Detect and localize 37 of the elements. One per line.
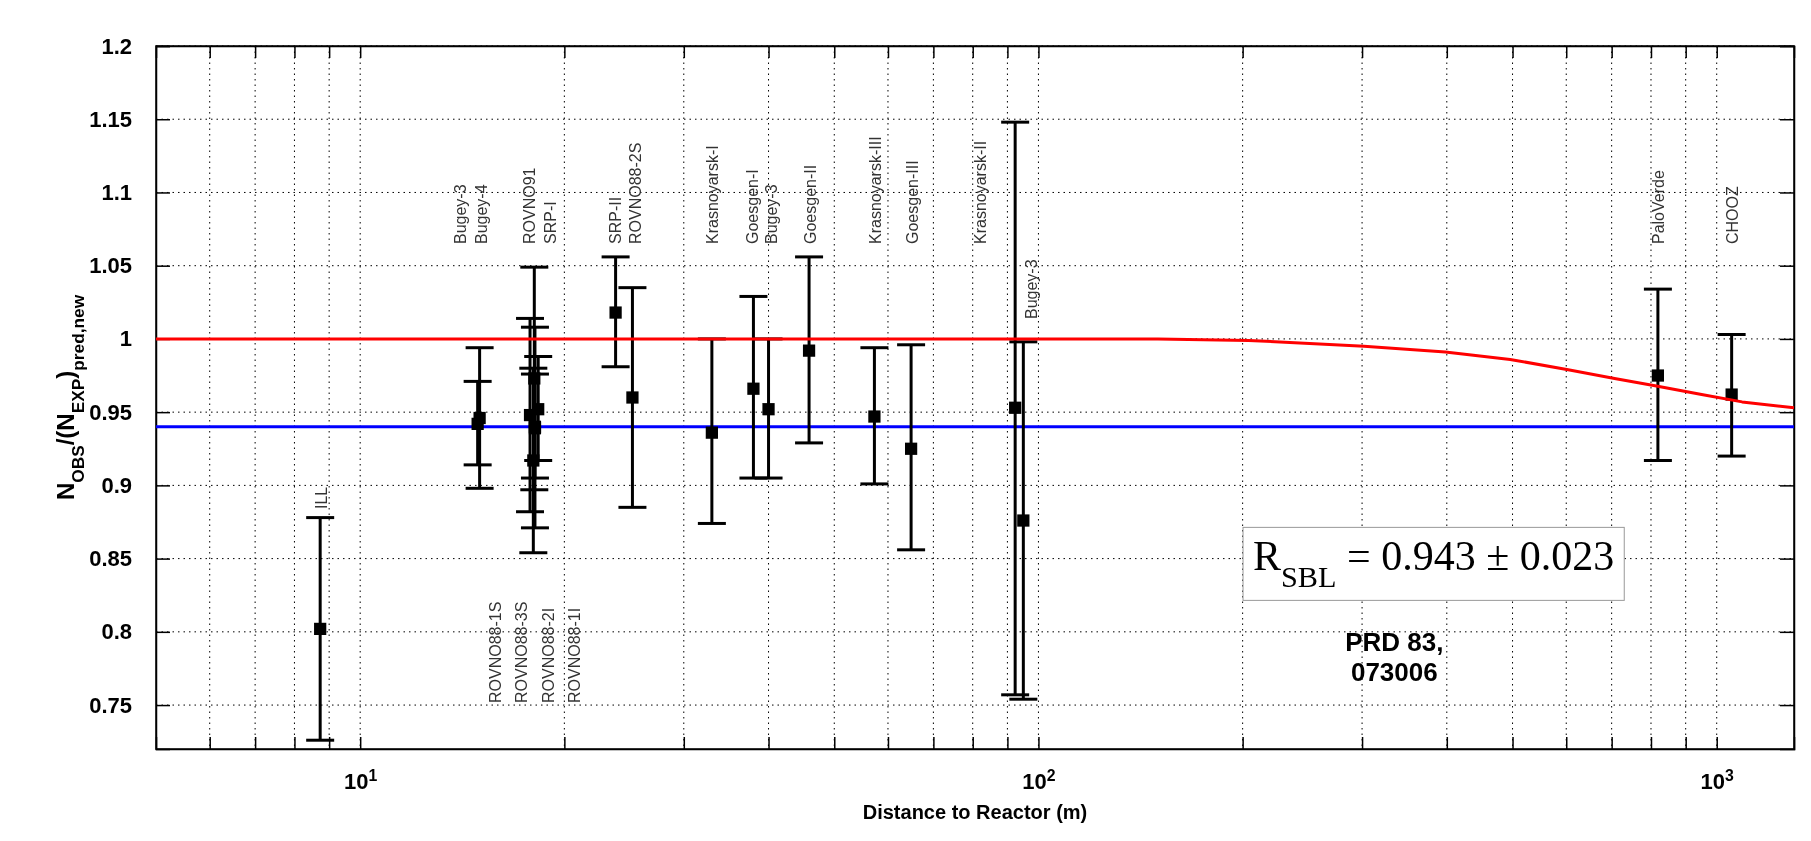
annotation: Bugey-3 — [452, 184, 469, 244]
annotation: Krasnoyarsk-III — [867, 136, 884, 244]
y-tick-label: 0.95 — [89, 399, 132, 425]
y-tick-label: 1.15 — [89, 106, 132, 132]
annotation: ILL — [313, 486, 330, 509]
annotation: Goesgen-III — [904, 160, 921, 244]
annotation: R$_{SBL}$ = 0.943 ± 0.023 — [1253, 533, 1615, 595]
annotation: SRP-II — [607, 196, 624, 244]
y-tick-label: 1.2 — [101, 33, 132, 59]
y-tick-label: 0.8 — [101, 619, 132, 645]
annotation: Goesgen-I — [744, 169, 761, 244]
y-tick-label: 0.75 — [89, 692, 132, 718]
annotation: Bugey-3 — [763, 184, 780, 244]
x-tick-label: 10$^{1}$ — [344, 766, 378, 794]
annotation: Krasnoyarsk-II — [972, 140, 989, 244]
y-tick-label: 1 — [119, 326, 132, 352]
y-tick-label: 0.9 — [101, 472, 132, 498]
annotation: CHOOZ — [1724, 186, 1741, 244]
annotation: ROVNO88-2I — [540, 607, 557, 703]
annotation: Bugey-3 — [1023, 259, 1040, 319]
annotation: PaloVerde — [1650, 170, 1667, 244]
annotation: ROVNO88-1I — [566, 607, 583, 703]
annotation: Bugey-4 — [473, 184, 490, 244]
annotation: PRD 83, 073006 — [1345, 626, 1444, 687]
annotation: ROVNO91 — [521, 167, 538, 244]
x-axis-title: Distance to Reactor (m) — [862, 801, 1088, 823]
annotation: ROVNO88-1S — [487, 601, 504, 703]
annotation: SRP-I — [542, 201, 559, 244]
y-tick-label: 1.1 — [101, 180, 132, 205]
x-tick-label: 10$^{3}$ — [1700, 766, 1735, 794]
annotation: Goesgen-II — [802, 164, 819, 244]
x-tick-label: 10$^{2}$ — [1022, 766, 1056, 794]
y-tick-label: 0.85 — [89, 546, 132, 572]
annotation: ROVNO88-2S — [627, 142, 644, 244]
y-tick-label: 1.05 — [89, 253, 132, 279]
annotation: Krasnoyarsk-I — [704, 145, 721, 244]
annotation: ROVNO88-3S — [513, 601, 530, 703]
